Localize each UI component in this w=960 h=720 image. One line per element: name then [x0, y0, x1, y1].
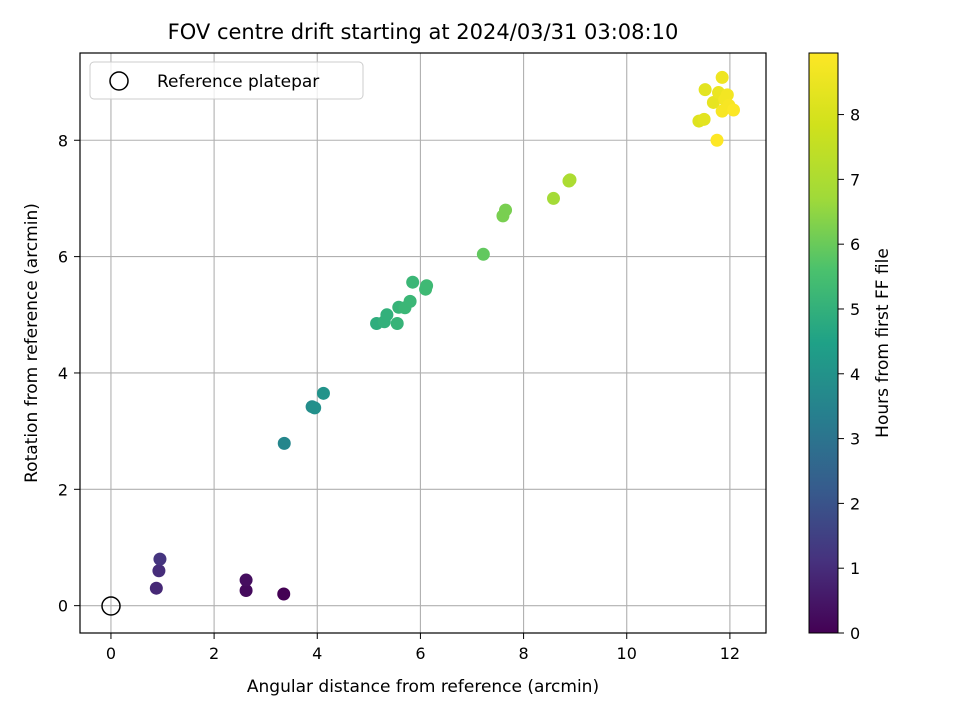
plot-frame [79, 52, 767, 634]
data-point [152, 564, 166, 578]
y-axis-label: Rotation from reference (arcmin) [22, 203, 42, 483]
data-point [308, 401, 322, 415]
x-axis-label: Angular distance from reference (arcmin) [247, 677, 599, 697]
colorbar-tick-label: 4 [850, 365, 860, 384]
data-point [706, 95, 720, 109]
data-point [403, 294, 417, 308]
colorbar-frame [808, 52, 839, 634]
data-point [499, 203, 513, 217]
colorbar: 0 1 2 3 4 5 6 7 8 Hours from first FF file [808, 52, 893, 643]
data-point [277, 587, 291, 601]
data-point [546, 191, 560, 205]
data-point [239, 573, 253, 587]
data-point [380, 308, 394, 322]
x-tick-label: 10 [617, 644, 637, 663]
data-point [390, 317, 404, 331]
colorbar-tick-label: 2 [850, 494, 860, 513]
x-tick-label: 8 [518, 644, 528, 663]
y-tick-label: 4 [58, 364, 68, 383]
colorbar-gradient [809, 53, 838, 633]
colorbar-tick-label: 8 [850, 106, 860, 125]
data-point [316, 386, 330, 400]
x-tick-label: 4 [312, 644, 322, 663]
data-point [720, 88, 734, 102]
x-tick-label: 12 [720, 644, 740, 663]
data-point [406, 275, 420, 289]
grid [80, 53, 766, 633]
x-tick-label: 6 [415, 644, 425, 663]
data-point [698, 83, 712, 97]
data-point [697, 112, 711, 126]
data-point [153, 552, 167, 566]
legend: Reference platepar [89, 61, 364, 100]
colorbar-tick-label: 0 [850, 624, 860, 643]
data-point [715, 104, 729, 118]
data-point [727, 103, 741, 117]
data-point [715, 70, 729, 84]
data-point [476, 247, 490, 261]
y-tick-label: 2 [58, 480, 68, 499]
colorbar-label: Hours from first FF file [873, 248, 893, 438]
y-tick-label: 8 [58, 131, 68, 150]
legend-marker [109, 71, 129, 91]
y-tick-label: 0 [58, 597, 68, 616]
x-tick-label: 2 [209, 644, 219, 663]
x-axis-ticks: 0 2 4 6 8 10 12 [106, 633, 740, 663]
data-point [710, 133, 724, 147]
data-point [277, 436, 291, 450]
colorbar-tick-label: 3 [850, 430, 860, 449]
data-point [149, 581, 163, 595]
data-point [420, 279, 434, 293]
data-point [563, 173, 577, 187]
colorbar-tick-label: 7 [850, 170, 860, 189]
x-tick-label: 0 [106, 644, 116, 663]
colorbar-tick-label: 5 [850, 300, 860, 319]
data-point [239, 584, 253, 598]
legend-label: Reference platepar [157, 72, 319, 92]
y-tick-label: 6 [58, 248, 68, 267]
colorbar-tick-label: 1 [850, 559, 860, 578]
data-points [149, 70, 741, 601]
chart-title: FOV centre drift starting at 2024/03/31 … [168, 20, 679, 44]
legend-box [89, 61, 364, 100]
colorbar-tick-label: 6 [850, 235, 860, 254]
y-axis-ticks: 0 2 4 6 8 [58, 131, 80, 616]
reference-marker [101, 596, 121, 616]
colorbar-ticks: 0 1 2 3 4 5 6 7 8 [838, 106, 860, 643]
